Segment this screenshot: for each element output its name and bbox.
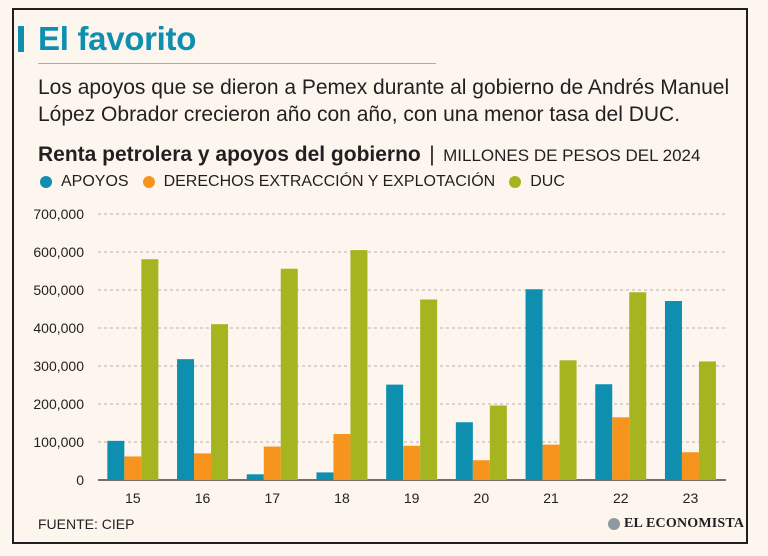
chart-title-row: Renta petrolera y apoyos del gobierno | … [38,143,700,167]
bar-apoyos-20 [455,422,473,480]
bar-derechos-17 [263,446,281,480]
legend-dot-duc [509,176,522,188]
subtitle: Los apoyos que se dieron a Pemex durante… [38,76,730,126]
bar-derechos-19 [403,445,421,480]
legend-item-derechos: DERECHOS EXTRACCIÓN Y EXPLOTACIÓN [142,173,496,191]
x-tick-label: 17 [264,490,280,506]
brand-icon [608,518,620,530]
x-tick-label: 18 [334,490,350,506]
legend-item-apoyos: APOYOS [40,173,129,191]
bar-apoyos-15 [107,440,125,480]
bar-duc-23 [698,361,716,480]
title-divider [38,63,436,64]
bar-duc-15 [141,259,159,480]
bar-duc-20 [489,405,507,480]
bar-apoyos-22 [595,384,613,480]
page-title: El favorito [38,20,197,57]
legend-label-apoyos: APOYOS [61,173,129,190]
y-tick-label: 0 [76,472,84,488]
bar-apoyos-19 [386,384,404,480]
bar-derechos-23 [681,452,699,480]
x-tick-label: 16 [195,490,211,506]
y-tick-label: 200,000 [33,396,84,412]
y-tick-label: 700,000 [33,206,84,222]
bar-apoyos-18 [316,472,334,480]
x-tick-label: 22 [613,490,629,506]
x-tick-label: 15 [125,490,141,506]
brand-logo: EL ECONOMISTA [608,516,744,532]
legend-label-duc: DUC [530,173,565,190]
legend-dot-apoyos [40,176,52,188]
source-note: FUENTE: CIEP [38,516,135,532]
y-tick-label: 400,000 [33,320,84,336]
bar-apoyos-16 [177,359,195,480]
bar-duc-18 [350,250,368,480]
bar-apoyos-17 [246,474,264,480]
y-tick-label: 300,000 [33,358,84,374]
legend-label-derechos: DERECHOS EXTRACCIÓN Y EXPLOTACIÓN [163,173,496,190]
x-tick-label: 23 [683,490,699,506]
y-tick-label: 600,000 [33,244,84,260]
brand-name: EL ECONOMISTA [624,516,745,531]
bar-duc-22 [629,292,647,480]
bar-apoyos-21 [525,289,543,480]
bar-duc-19 [420,299,438,480]
y-tick-label: 100,000 [33,434,84,450]
chart-title-separator: | [429,143,435,166]
bar-duc-21 [559,360,577,480]
bar-derechos-20 [472,460,490,480]
x-tick-label: 19 [404,490,420,506]
bar-apoyos-23 [664,301,682,480]
chart-legend: APOYOS DERECHOS EXTRACCIÓN Y EXPLOTACIÓN… [40,173,579,191]
x-tick-label: 20 [474,490,490,506]
bar-duc-16 [211,324,229,480]
title-accent-bar [18,26,24,52]
bar-derechos-15 [124,456,142,480]
bar-duc-17 [280,268,298,480]
x-tick-label: 21 [543,490,559,506]
legend-item-duc: DUC [509,173,565,191]
bar-derechos-16 [194,453,212,480]
bar-derechos-18 [333,434,351,480]
chart-title: Renta petrolera y apoyos del gobierno [38,143,421,166]
chart-unit: MILLONES DE PESOS DEL 2024 [443,146,701,165]
bar-derechos-21 [542,444,560,480]
y-tick-label: 500,000 [33,282,84,298]
legend-dot-derechos [142,176,155,188]
bar-derechos-22 [612,417,630,480]
